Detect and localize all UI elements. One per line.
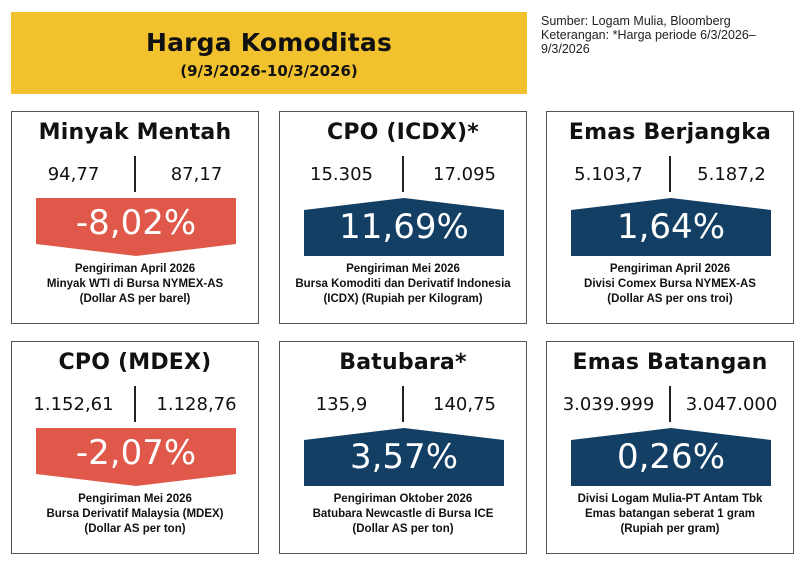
commodity-card-emas-batangan: Emas Batangan 3.039.999 3.047.000 0,26% … (546, 341, 794, 554)
percent-change: -8,02% (75, 203, 197, 243)
value-divider (669, 386, 671, 422)
current-price: 1.128,76 (156, 394, 237, 415)
card-title: Minyak Mentah (38, 120, 232, 145)
commodity-card-batubara: Batubara* 135,9 140,75 3,57% Pengiriman … (279, 341, 527, 554)
change-badge-up: 3,57% (304, 428, 504, 486)
current-price: 87,17 (170, 164, 223, 185)
previous-price: 135,9 (315, 394, 368, 415)
price-values: 5.103,7 5.187,2 (547, 156, 793, 192)
down-arrow-shape (36, 198, 236, 256)
date-range: (9/3/2026-10/3/2026) (180, 62, 358, 80)
value-divider (669, 156, 671, 192)
previous-price: 15.305 (310, 164, 373, 185)
value-divider (402, 386, 404, 422)
up-arrow-shape (571, 198, 771, 256)
desc-line-3: (Dollar AS per ons troi) (607, 293, 733, 305)
down-arrow-shape (36, 428, 236, 486)
percent-change: 0,26% (616, 437, 725, 477)
previous-price: 1.152,61 (33, 394, 114, 415)
note-line: Keterangan: *Harga periode 6/3/2026– (541, 28, 756, 42)
change-badge-down: -8,02% (36, 198, 236, 256)
current-price: 140,75 (433, 394, 496, 415)
card-description: Pengiriman April 2026 Minyak WTI di Burs… (12, 262, 258, 307)
card-title: Emas Batangan (572, 350, 768, 375)
desc-line-2: Batubara Newcastle di Bursa ICE (312, 508, 494, 520)
desc-line-3: (Dollar AS per ton) (84, 523, 186, 535)
page-title: Harga Komoditas (145, 28, 393, 57)
desc-line-3: (ICDX) (Rupiah per Kilogram) (323, 293, 483, 305)
percent-change: 3,57% (349, 437, 458, 477)
desc-line-3: (Dollar AS per ton) (352, 523, 454, 535)
change-badge-down: -2,07% (36, 428, 236, 486)
price-values: 3.039.999 3.047.000 (547, 386, 793, 422)
source-note: Sumber: Logam Mulia, Bloomberg Keteranga… (541, 14, 791, 56)
desc-line-1: Pengiriman April 2026 (74, 263, 196, 275)
value-divider (134, 386, 136, 422)
price-values: 1.152,61 1.128,76 (12, 386, 258, 422)
card-description: Pengiriman April 2026 Divisi Comex Bursa… (547, 262, 793, 307)
desc-line-2: Divisi Comex Bursa NYMEX-AS (584, 278, 756, 290)
previous-price: 94,77 (47, 164, 100, 185)
source-line: Sumber: Logam Mulia, Bloomberg (541, 14, 731, 28)
commodity-card-emas-berjangka: Emas Berjangka 5.103,7 5.187,2 1,64% Pen… (546, 111, 794, 324)
header-banner: Harga Komoditas (9/3/2026-10/3/2026) (11, 12, 527, 94)
card-description: Pengiriman Mei 2026 Bursa Derivatif Mala… (12, 492, 258, 537)
current-price: 5.187,2 (697, 164, 766, 185)
note-line-continued: 9/3/2026 (541, 42, 590, 56)
price-values: 135,9 140,75 (280, 386, 526, 422)
card-title: CPO (ICDX)* (327, 120, 479, 145)
desc-line-2: Minyak WTI di Bursa NYMEX-AS (46, 278, 224, 290)
card-description: Pengiriman Mei 2026 Bursa Komoditi dan D… (280, 262, 526, 307)
desc-line-2: Bursa Komoditi dan Derivatif Indonesia (295, 278, 511, 290)
change-badge-up: 1,64% (571, 198, 771, 256)
price-values: 94,77 87,17 (12, 156, 258, 192)
value-divider (402, 156, 404, 192)
percent-change: -2,07% (75, 433, 197, 473)
commodity-card-cpo-icdx: CPO (ICDX)* 15.305 17.095 11,69% Pengiri… (279, 111, 527, 324)
current-price: 3.047.000 (685, 394, 778, 415)
price-values: 15.305 17.095 (280, 156, 526, 192)
up-arrow-shape (304, 428, 504, 486)
desc-line-2: Bursa Derivatif Malaysia (MDEX) (46, 508, 224, 520)
card-description: Pengiriman Oktober 2026 Batubara Newcast… (280, 492, 526, 537)
up-arrow-shape (304, 198, 504, 256)
desc-line-3: (Dollar AS per barel) (79, 293, 191, 305)
value-divider (134, 156, 136, 192)
commodity-card-minyak-mentah: Minyak Mentah 94,77 87,17 -8,02% Pengiri… (11, 111, 259, 324)
desc-line-1: Pengiriman Oktober 2026 (333, 493, 473, 505)
change-badge-up: 11,69% (304, 198, 504, 256)
card-title: CPO (MDEX) (58, 350, 212, 375)
previous-price: 5.103,7 (574, 164, 643, 185)
desc-line-1: Pengiriman April 2026 (609, 263, 731, 275)
card-description: Divisi Logam Mulia-PT Antam Tbk Emas bat… (547, 492, 793, 537)
desc-line-1: Pengiriman Mei 2026 (346, 263, 460, 275)
desc-line-3: (Rupiah per gram) (620, 523, 720, 535)
change-badge-up: 0,26% (571, 428, 771, 486)
previous-price: 3.039.999 (562, 394, 655, 415)
card-title: Emas Berjangka (568, 120, 772, 145)
commodity-card-cpo-mdex: CPO (MDEX) 1.152,61 1.128,76 -2,07% Peng… (11, 341, 259, 554)
desc-line-2: Emas batangan seberat 1 gram (584, 508, 755, 520)
percent-change: 1,64% (616, 207, 725, 247)
desc-line-1: Pengiriman Mei 2026 (78, 493, 192, 505)
up-arrow-shape (571, 428, 771, 486)
current-price: 17.095 (433, 164, 496, 185)
card-title: Batubara* (339, 350, 467, 375)
desc-line-1: Divisi Logam Mulia-PT Antam Tbk (577, 493, 763, 505)
percent-change: 11,69% (339, 207, 469, 247)
